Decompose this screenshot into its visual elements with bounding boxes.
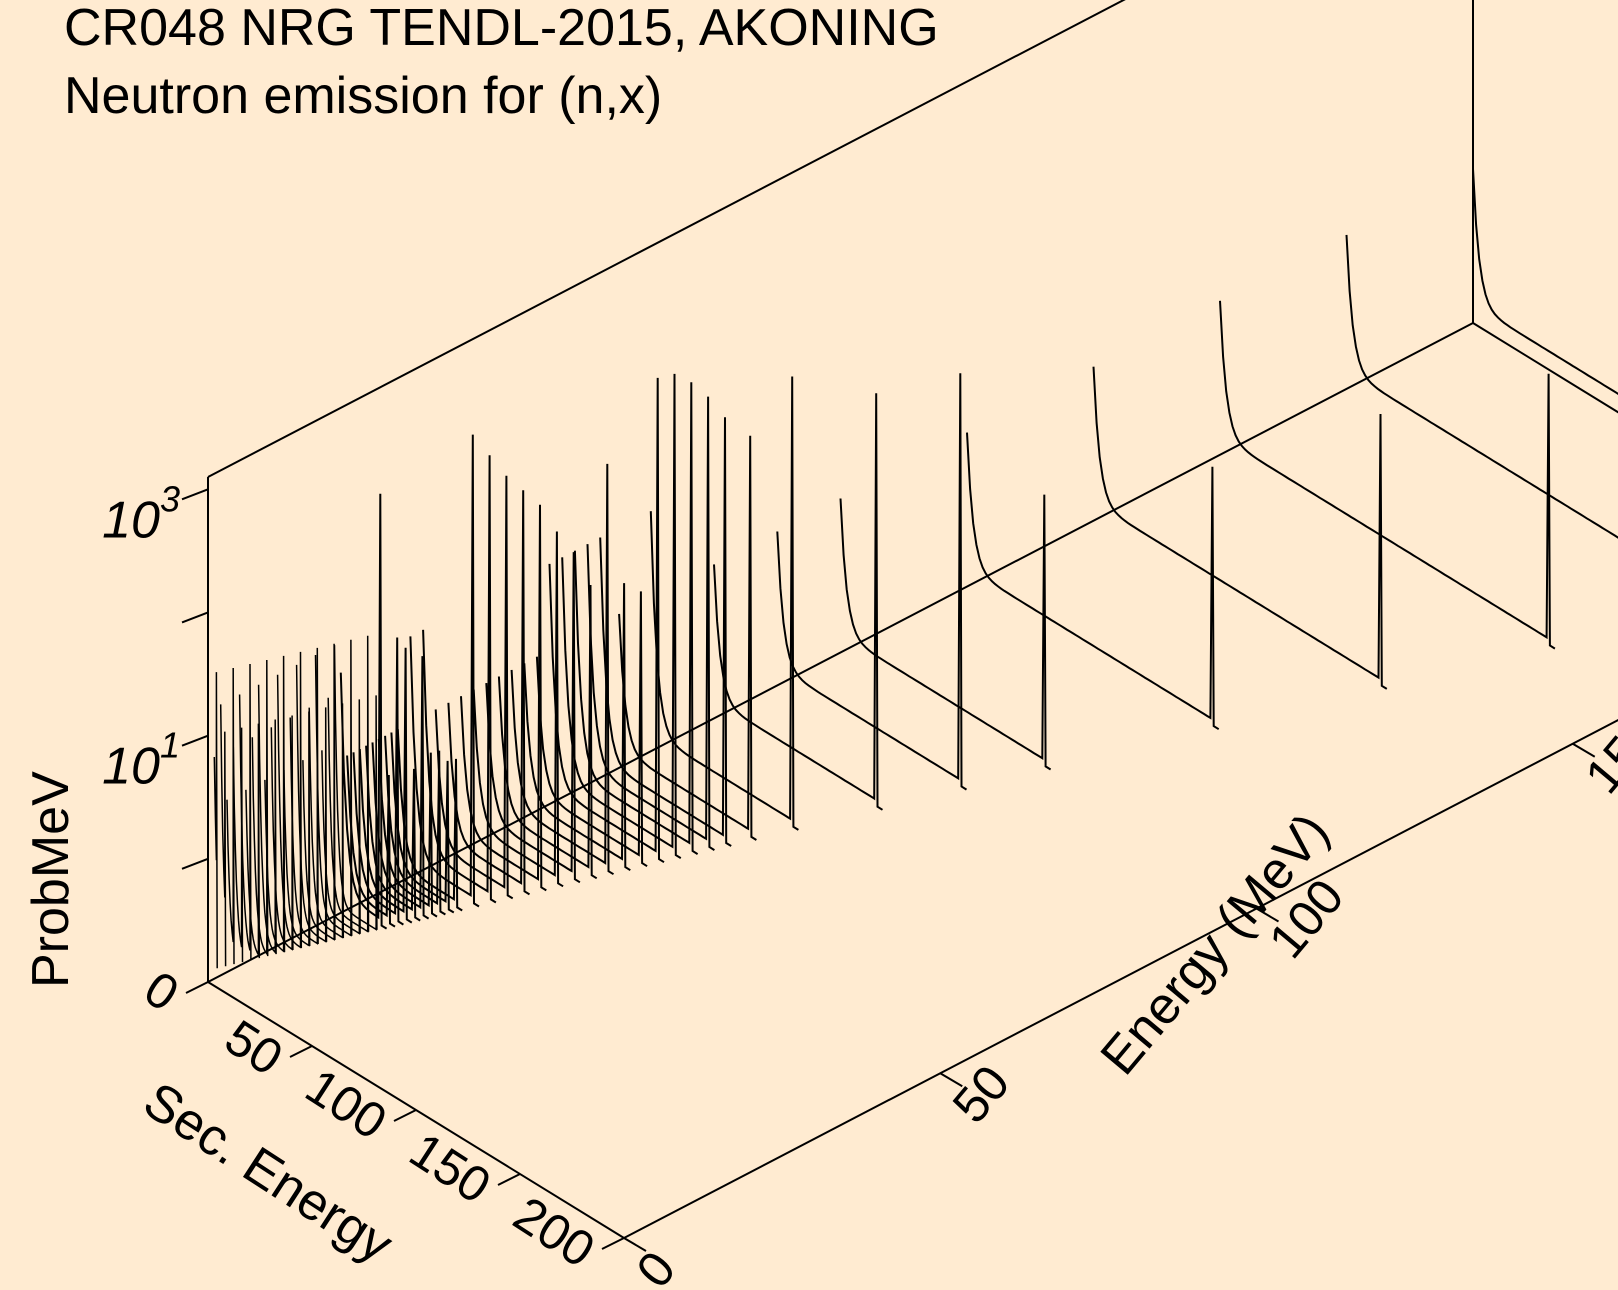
- y-tick: [623, 1237, 647, 1252]
- series-line: [384, 735, 446, 916]
- series-line: [586, 396, 715, 851]
- chart-title: CR048 NRG TENDL-2015, AKONING: [64, 0, 939, 57]
- series-line: [352, 637, 404, 926]
- series-line: [1219, 300, 1556, 650]
- y-tick: [1255, 907, 1280, 923]
- z-tick-label: 103: [102, 478, 180, 549]
- series-line: [1345, 234, 1618, 539]
- x-tick-label: 100: [296, 1058, 396, 1150]
- series-line: [409, 434, 480, 908]
- z-tick-exponent: 1: [160, 725, 180, 766]
- series-line: [422, 455, 497, 904]
- series-line: [1472, 168, 1618, 395]
- series-line: [434, 475, 514, 900]
- z-tick: [181, 611, 209, 624]
- z-tick-exponent: 3: [160, 478, 180, 519]
- z-tick-label: 101: [102, 725, 180, 796]
- z-tick-base: 10: [102, 491, 160, 549]
- x-tick: [497, 1173, 521, 1186]
- axis-ticks: [181, 488, 1596, 1252]
- series-line-low-energy: [219, 704, 227, 967]
- series-line: [548, 377, 665, 864]
- series-line: [599, 417, 732, 847]
- x-tick: [185, 981, 209, 994]
- x-tick: [601, 1237, 625, 1250]
- chart-subtitle: Neutron emission for (n,x): [64, 67, 663, 125]
- back-floor-edge: [207, 322, 1474, 983]
- series-line: [776, 373, 968, 791]
- series-line-low-energy: [213, 672, 218, 969]
- series-layer: [213, 168, 1618, 969]
- series-line: [497, 584, 598, 880]
- series-line: [472, 531, 564, 888]
- series-line: [535, 591, 648, 868]
- z-axis-label: ProbMeV: [22, 771, 80, 988]
- series-line: [339, 493, 388, 930]
- series-line: [1092, 366, 1388, 690]
- z-tick-base: 10: [102, 738, 160, 796]
- z-tick: [181, 488, 209, 501]
- series-line: [485, 552, 581, 884]
- plot-frame: [207, 0, 1618, 1239]
- series-line-low-energy: [302, 643, 336, 941]
- y-tick-label: 0: [626, 1241, 687, 1290]
- series-line: [447, 490, 531, 896]
- series-line-low-energy: [226, 667, 235, 965]
- series-line: [649, 376, 799, 831]
- back-floor-edge: [1472, 322, 1618, 414]
- series-line: [523, 583, 631, 872]
- x-tick-label: 200: [504, 1186, 604, 1278]
- series-line-low-energy: [276, 651, 303, 949]
- series-line-low-energy: [251, 659, 269, 957]
- series-line: [618, 435, 757, 841]
- series-line-low-energy: [283, 711, 311, 947]
- series-line-low-energy: [257, 684, 277, 955]
- y-tick: [939, 1072, 963, 1088]
- z-tick: [181, 857, 209, 870]
- series-line: [396, 729, 463, 912]
- y-tick: [1572, 742, 1596, 758]
- series-line-low-energy: [308, 703, 345, 939]
- series-line-low-energy: [289, 647, 319, 945]
- back-top-edge: [1473, 0, 1618, 74]
- series-line-low-energy: [333, 645, 378, 931]
- series-line-low-energy: [327, 635, 370, 933]
- series-line-low-energy: [321, 699, 361, 935]
- series-line-low-energy: [295, 664, 328, 943]
- series-line: [346, 755, 396, 928]
- x-tick-label: 150: [400, 1122, 500, 1214]
- x-tick: [393, 1109, 417, 1122]
- z-tick: [181, 734, 209, 747]
- series-line-low-energy: [245, 723, 261, 959]
- back-top-edge: [207, 0, 1126, 478]
- y-tick-label: 150: [1574, 704, 1618, 804]
- series-line: [966, 432, 1220, 731]
- y-axis-line: [623, 719, 1618, 1239]
- series-line-low-energy: [314, 639, 353, 937]
- series-line: [839, 494, 1052, 771]
- series-line: [390, 732, 455, 914]
- x-tick-label: 0: [135, 960, 189, 1022]
- series-line-low-energy: [264, 655, 286, 953]
- series-line-low-energy: [270, 715, 294, 951]
- series-line: [561, 373, 682, 859]
- axis-tick-labels: 050100150200050100150200101103: [102, 478, 1618, 1290]
- x-tick: [289, 1045, 313, 1058]
- series-line: [460, 504, 547, 892]
- x-tick-label: 50: [215, 1009, 292, 1086]
- series-line: [371, 656, 430, 920]
- series-line-low-energy: [238, 663, 252, 961]
- series-line: [510, 463, 615, 876]
- series-line-low-energy: [232, 727, 244, 963]
- series-line: [713, 393, 884, 811]
- series-line: [377, 739, 438, 918]
- series-line: [573, 382, 699, 855]
